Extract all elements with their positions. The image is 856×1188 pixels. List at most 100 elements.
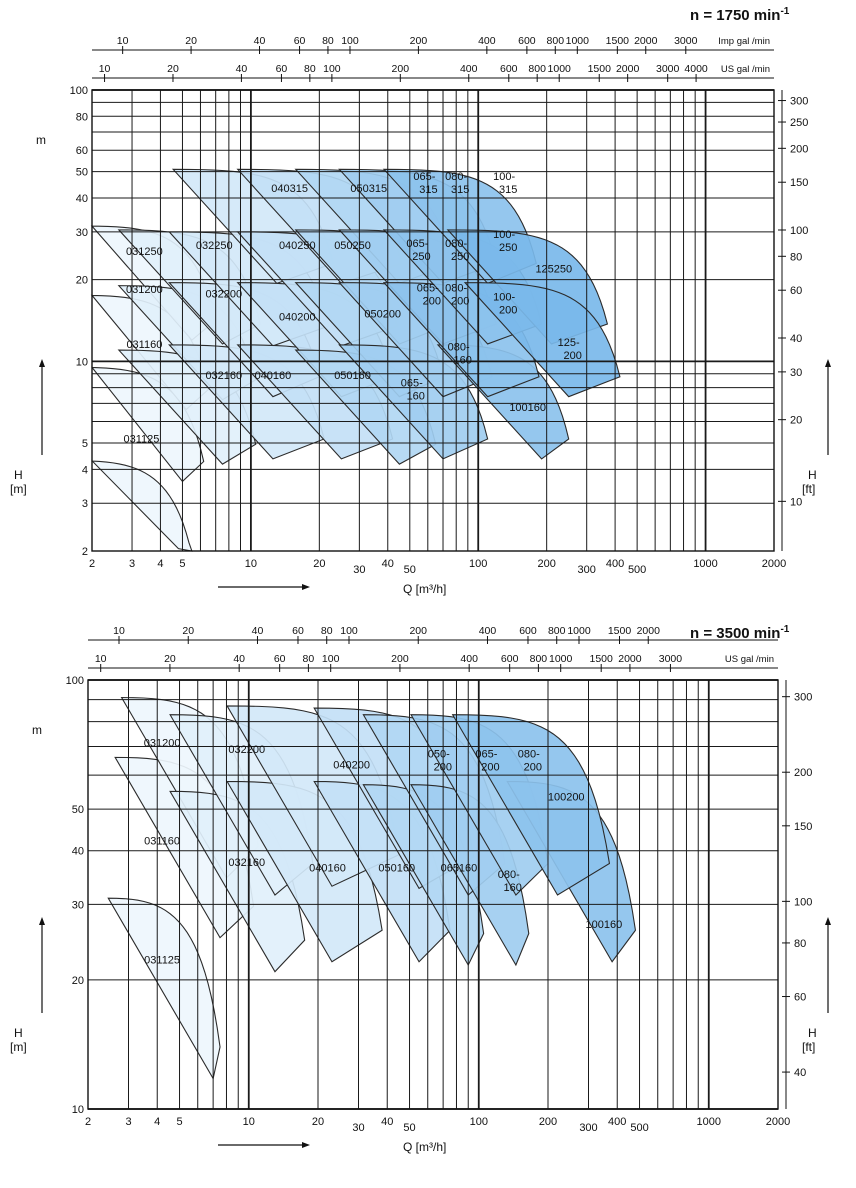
y-axis-title: H — [14, 468, 23, 482]
x-tick-40: 40 — [382, 558, 394, 570]
field-label-065-200-b: 200 — [423, 295, 441, 307]
y2-axis-title: H — [808, 468, 817, 482]
ft-axis: 300 250 200 150 100 80 60 40 30 20 10 — [778, 90, 808, 551]
x-tick-labels: 2 3 4 5 10 20 30 40 50 100 200 300 400 500 1000 2000 — [89, 558, 786, 576]
field-label-031160: 031160 — [144, 836, 180, 848]
us-gal-axis-tick-13: 3000 — [656, 63, 680, 75]
field-labels: 031125 031160 031200 031250 032160 032200 0322… — [123, 171, 581, 445]
field-label-080-315: 080- — [445, 171, 467, 183]
field-label-050160: 050160 — [378, 862, 415, 874]
us-gal-axis-tick-0: 10 — [99, 63, 111, 75]
field-label-040315: 040315 — [271, 183, 308, 195]
ft-tick-40: 40 — [790, 333, 802, 345]
plot-frame — [87, 679, 779, 1110]
field-label-080-200-b: 200 — [451, 295, 469, 307]
ft-axis: 300 200 150 100 80 60 40 — [782, 680, 812, 1109]
field-label-080-160: 080- — [498, 869, 520, 881]
x-tick-300: 300 — [579, 1122, 597, 1134]
us-gal-axis-tick-3: 60 — [276, 63, 288, 75]
x-axis-title: Q [m³/h] — [403, 582, 446, 596]
x-tick-500: 500 — [630, 1122, 648, 1134]
x-tick-30: 30 — [353, 564, 365, 576]
x-tick-10: 10 — [243, 1116, 255, 1128]
field-label-125250: 125250 — [535, 263, 572, 275]
h-arrow-left-head — [39, 359, 45, 367]
y-axis-unit-top: m — [36, 133, 46, 147]
us-gal-axis-tick-11: 1500 — [590, 653, 614, 665]
field-label-031125: 031125 — [123, 433, 159, 445]
us-gal-axis-tick-5: 100 — [323, 63, 341, 75]
ft-tick-150: 150 — [790, 177, 808, 189]
x-tick-1000: 1000 — [693, 558, 717, 570]
imp-gal-axis-tick-4: 80 — [322, 35, 334, 47]
x-tick-3: 3 — [125, 1116, 131, 1128]
pump-curves-3500: 031125 031160 031200 032160 032200 040160 0402… — [10, 625, 831, 1154]
imp-gal-axis-tick-1: 20 — [182, 625, 194, 637]
us-gal-axis-tick-13: 3000 — [659, 653, 683, 665]
h-arrow-right-head — [825, 917, 831, 925]
field-label-080-200: 080- — [518, 749, 540, 761]
field-labels: 031125 031160 031200 032160 032200 040160 0402… — [144, 738, 623, 967]
field-label-040200: 040200 — [279, 312, 316, 324]
chart-1-speed-title: n = 1750 min-1 — [690, 6, 790, 24]
field-label-031250: 031250 — [126, 246, 163, 258]
imp-gal-axis-tick-7: 400 — [478, 35, 496, 47]
imp-gal-axis-tick-4: 80 — [321, 625, 333, 637]
performance-fields — [90, 168, 621, 552]
imp-gal-axis-tick-12: 2000 — [637, 625, 661, 637]
us-gal-axis-tick-14: 4000 — [684, 63, 708, 75]
x-tick-4: 4 — [154, 1116, 160, 1128]
ft-tick-80: 80 — [794, 938, 806, 950]
field-label-040250: 040250 — [279, 240, 316, 252]
us-gal-axis-tick-8: 600 — [501, 653, 519, 665]
field-label-065-315: 065- — [413, 171, 435, 183]
imp-gal-axis: 10 20 40 60 80 100 200 400 600 800 1000 1500 2000 — [88, 625, 778, 644]
us-gal-axis-tick-2: 40 — [233, 653, 245, 665]
x-tick-300: 300 — [578, 564, 596, 576]
y-tick-60: 60 — [76, 145, 88, 157]
plot-frame — [91, 89, 775, 552]
field-label-040200: 040200 — [333, 760, 370, 772]
us-gal-axis-tick-7: 400 — [460, 653, 478, 665]
field-label-100-250-b: 250 — [499, 242, 517, 254]
imp-gal-axis-tick-9: 800 — [548, 625, 566, 637]
imp-gal-axis-tick-9: 800 — [547, 35, 565, 47]
field-label-100160: 100160 — [509, 402, 546, 414]
us-gal-axis-tick-3: 60 — [274, 653, 286, 665]
field-label-065-315-b: 315 — [419, 184, 437, 196]
field-label-080-250: 080- — [445, 238, 467, 250]
ft-tick-80: 80 — [790, 251, 802, 263]
field-label-032200: 032200 — [228, 744, 265, 756]
imp-gal-axis-tick-3: 60 — [294, 35, 306, 47]
field-label-065-250-b: 250 — [412, 251, 430, 263]
us-gal-axis-tick-1: 20 — [167, 63, 179, 75]
y-tick-5: 5 — [82, 438, 88, 450]
field-label-031200: 031200 — [126, 284, 163, 296]
imp-gal-axis-tick-6: 200 — [410, 35, 428, 47]
field-label-040160: 040160 — [309, 862, 346, 874]
ft-tick-300: 300 — [794, 692, 812, 704]
x-tick-400: 400 — [608, 1116, 626, 1128]
x-tick-20: 20 — [313, 558, 325, 570]
us-gal-axis-tick-4: 80 — [303, 653, 315, 665]
field-100200 — [451, 714, 611, 896]
us-gal-axis-tick-1: 20 — [164, 653, 176, 665]
field-label-100-200-b: 200 — [499, 304, 517, 316]
field-label-050-200: 050- — [428, 749, 450, 761]
field-031125 — [91, 459, 193, 552]
field-label-050160: 050160 — [334, 370, 371, 382]
y-tick-2: 2 — [82, 546, 88, 558]
x-tick-5: 5 — [179, 558, 185, 570]
field-label-100-200: 100- — [493, 291, 515, 303]
us-gal-axis: 10 20 40 60 80 100 200 400 600 800 1000 1500 2000 300… — [88, 653, 778, 672]
field-label-065-160: 065- — [401, 378, 423, 390]
x-tick-1000: 1000 — [697, 1116, 721, 1128]
field-label-100-315: 100- — [493, 171, 515, 183]
field-label-125-200-b: 200 — [564, 350, 582, 362]
y-tick-labels: 2 3 4 5 10 20 30 40 50 60 80 100 — [70, 85, 88, 558]
field-label-050-200-b: 200 — [434, 762, 452, 774]
field-label-100200: 100200 — [548, 792, 585, 804]
us-gal-axis-tick-11: 1500 — [588, 63, 612, 75]
x-tick-2: 2 — [89, 558, 95, 570]
y-axis-unit-top: m — [32, 723, 42, 737]
